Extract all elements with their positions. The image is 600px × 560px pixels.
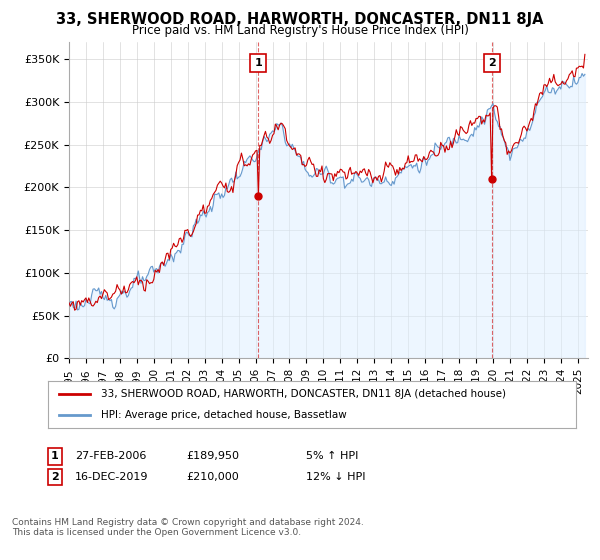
Text: 1: 1 — [254, 58, 262, 68]
Text: 33, SHERWOOD ROAD, HARWORTH, DONCASTER, DN11 8JA (detached house): 33, SHERWOOD ROAD, HARWORTH, DONCASTER, … — [101, 389, 506, 399]
Text: Price paid vs. HM Land Registry's House Price Index (HPI): Price paid vs. HM Land Registry's House … — [131, 24, 469, 36]
Text: £189,950: £189,950 — [186, 451, 239, 461]
Text: 12% ↓ HPI: 12% ↓ HPI — [306, 472, 365, 482]
Text: Contains HM Land Registry data © Crown copyright and database right 2024.
This d: Contains HM Land Registry data © Crown c… — [12, 518, 364, 538]
Text: 16-DEC-2019: 16-DEC-2019 — [75, 472, 149, 482]
Point — [487, 174, 497, 183]
Text: £210,000: £210,000 — [186, 472, 239, 482]
Point — [253, 192, 263, 200]
Text: HPI: Average price, detached house, Bassetlaw: HPI: Average price, detached house, Bass… — [101, 410, 347, 420]
Text: 5% ↑ HPI: 5% ↑ HPI — [306, 451, 358, 461]
Text: 33, SHERWOOD ROAD, HARWORTH, DONCASTER, DN11 8JA: 33, SHERWOOD ROAD, HARWORTH, DONCASTER, … — [56, 12, 544, 27]
Text: 2: 2 — [488, 58, 496, 68]
Text: 1: 1 — [51, 451, 59, 461]
Text: 2: 2 — [51, 472, 59, 482]
Text: 27-FEB-2006: 27-FEB-2006 — [75, 451, 146, 461]
